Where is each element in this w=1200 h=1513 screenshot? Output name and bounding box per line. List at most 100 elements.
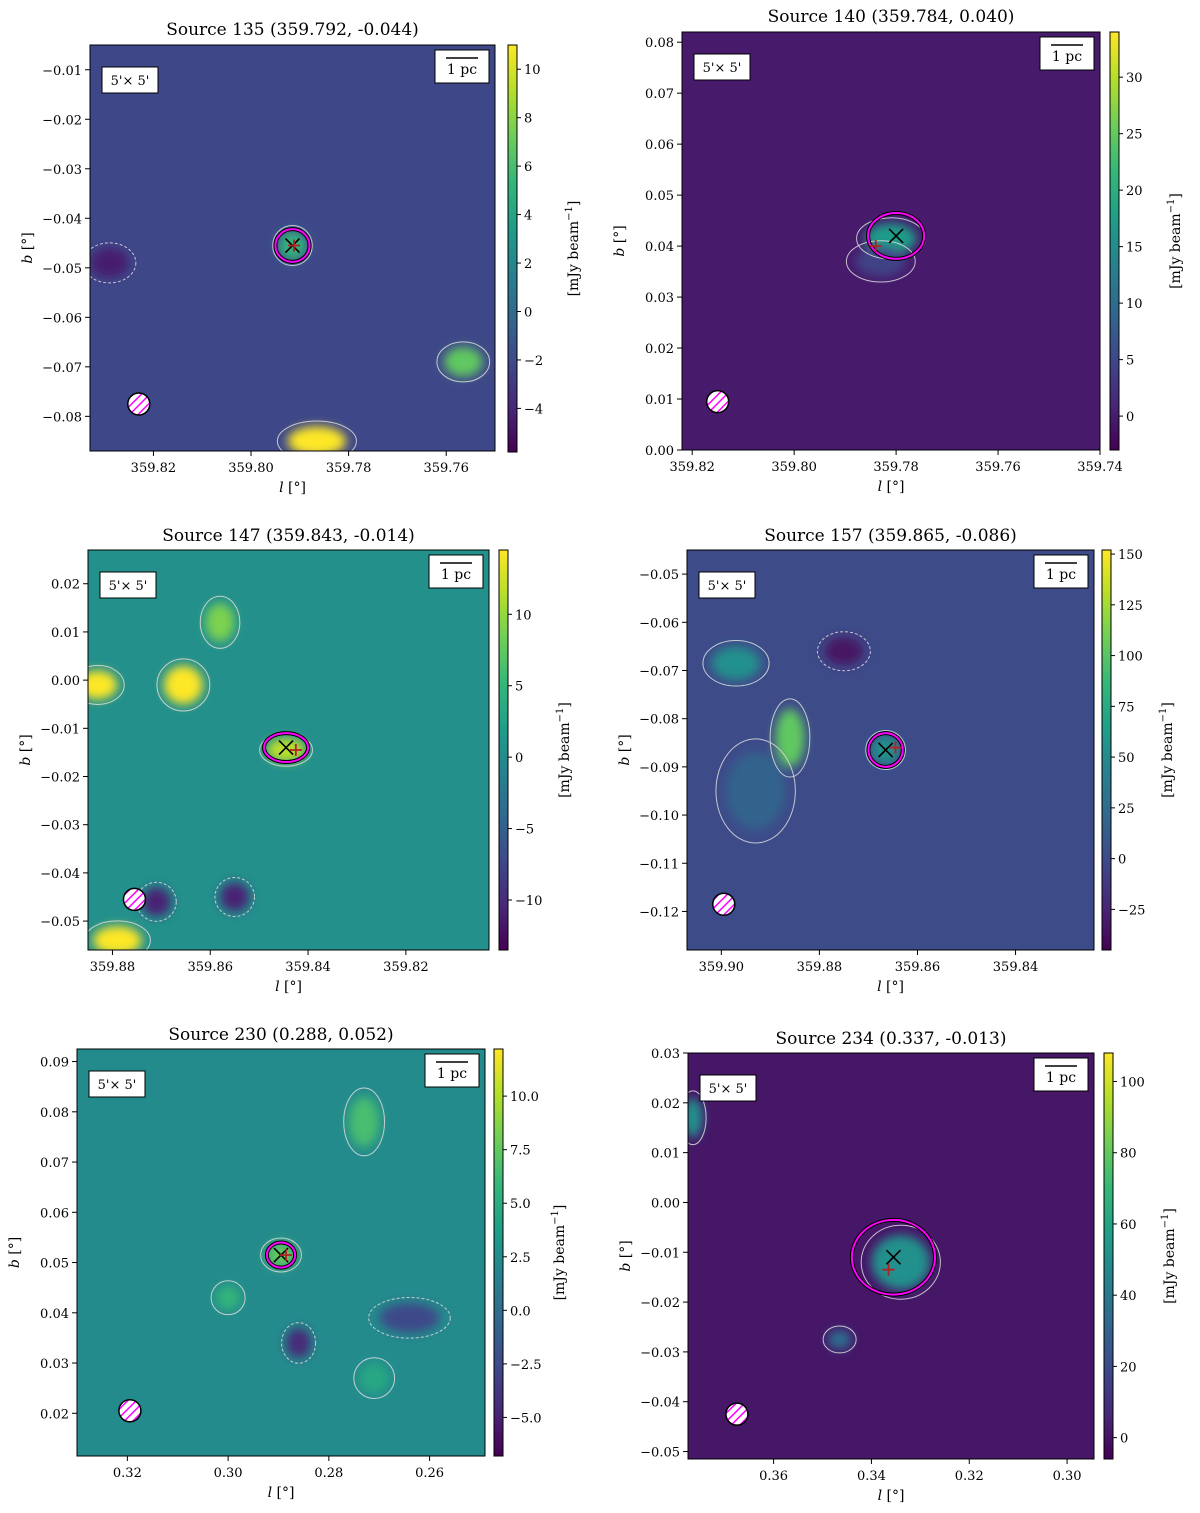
y-axis-var: b [617, 757, 633, 766]
contour-line [436, 341, 491, 383]
scale-box [428, 554, 484, 589]
fov-box [698, 571, 756, 599]
emission-blob [871, 1234, 931, 1290]
y-tick-label: 0.03 [645, 291, 674, 306]
contours [210, 1087, 451, 1399]
y-tick-label: 0.08 [40, 1106, 69, 1121]
y-tick-label: 0.02 [651, 1097, 680, 1112]
colorbar-tick-label: 0.0 [510, 1304, 531, 1319]
fov-box [699, 1074, 757, 1102]
y-axis-var: b [7, 1259, 23, 1268]
axes-frame [687, 1052, 1095, 1460]
y-tick-label: −0.05 [42, 262, 82, 277]
panel-6: Source 234 (0.337, -0.013) 5'× 5' 1 pc 0.36… [618, 1029, 1178, 1504]
contour-line [156, 658, 211, 712]
contour-line [260, 1237, 302, 1273]
axes-frame [681, 31, 1101, 451]
y-tick-label: 0.08 [645, 36, 674, 51]
colorbar: 100 80 60 40 20 0 [mJy beam−1] [1103, 1052, 1178, 1460]
panel-1: Source 135 (359.792, -0.044) 5'× 5' 1 pc 35… [20, 20, 582, 496]
colorbar-tick-label: 0 [1126, 410, 1134, 425]
colorbar-tick-label: −25 [1118, 903, 1145, 918]
x-axis-unit: [°] [280, 979, 302, 995]
colorbar-gradient [493, 1048, 504, 1457]
colorbar-tick-label: 40 [1120, 1289, 1137, 1304]
y-axis-var: b [20, 255, 36, 264]
colorbar-tick-label: 7.5 [510, 1144, 531, 1159]
x-axis-label: l [°] [275, 979, 302, 995]
colorbar-gradient [498, 549, 509, 951]
x-tick-label: 359.90 [699, 960, 745, 975]
colorbar-label-sup: −1 [564, 206, 575, 221]
y-tick-label: 0.01 [51, 626, 80, 641]
emission-blob [349, 1096, 380, 1147]
colorbar-tick-label: −5 [515, 823, 534, 838]
peak-x-marker [878, 742, 894, 758]
emission-blob [443, 347, 483, 377]
y-axis-label: b [°] [18, 734, 34, 765]
colorbar-tick-label: 2.5 [510, 1251, 531, 1266]
x-axis-unit: [°] [882, 479, 904, 495]
axes-frame [76, 1048, 486, 1457]
x-axis-unit: [°] [882, 1488, 904, 1504]
scale-bar: 1 pc [434, 49, 490, 84]
fov-text: 5'× 5' [111, 74, 150, 89]
x-axis-var: l [279, 480, 283, 496]
colorbar-label: [mJy beam−1] [564, 201, 582, 297]
y-tick-label: −0.04 [640, 1396, 680, 1411]
colorbar-tick-label: −5.0 [510, 1411, 542, 1426]
emission-blob [688, 1097, 703, 1138]
axes-frame [87, 549, 490, 951]
colorbar-tick-label: 8 [524, 112, 532, 127]
emission-blob [215, 1285, 241, 1311]
y-tick-label: −0.09 [639, 761, 679, 776]
beam-ellipse [712, 892, 736, 916]
colorbar-label-sup: −1 [1166, 199, 1177, 214]
colorbar-tick-label: 80 [1120, 1147, 1137, 1162]
colorbar: 10 5 0 −5 −10 [mJy beam−1] [498, 549, 573, 951]
y-tick-label: 0.09 [40, 1056, 69, 1071]
panel-4: Source 157 (359.865, -0.086) 5'× 5' 1 pc 35… [617, 526, 1176, 995]
x-axis-var: l [878, 1488, 882, 1504]
fov-text: 5'× 5' [109, 579, 148, 594]
colorbar-label-sup: −1 [1158, 708, 1169, 723]
centroid-plus-marker [882, 1263, 895, 1276]
colorbar-tick-label: 0 [1118, 853, 1126, 868]
scale-text: 1 pc [437, 1066, 467, 1082]
x-axis-label: l [°] [268, 1485, 295, 1501]
y-tick-label: 0.07 [40, 1156, 69, 1171]
y-tick-label: −0.02 [42, 113, 82, 128]
x-tick-label: 359.78 [873, 460, 919, 475]
colorbar-tick-label: 150 [1118, 548, 1143, 563]
heatmap-image [90, 45, 495, 451]
x-tick-label: 359.82 [383, 960, 429, 975]
y-tick-label: 0.01 [651, 1147, 680, 1162]
y-tick-label: −0.04 [40, 867, 80, 882]
y-axis-unit: [°] [20, 232, 36, 254]
panel-3: Source 147 (359.843, -0.014) 5'× 5' 1 pc 35… [18, 526, 573, 995]
colorbar-tick-label: 2 [524, 257, 532, 272]
y-tick-label: −0.03 [42, 163, 82, 178]
source-contour [867, 211, 926, 260]
fov-label: 5'× 5' [101, 66, 159, 94]
x-tick-label: 359.82 [131, 461, 177, 476]
fov-text: 5'× 5' [703, 61, 742, 76]
y-tick-label: −0.01 [40, 722, 80, 737]
x-axis-var: l [275, 979, 279, 995]
axes-frame [686, 549, 1095, 951]
heatmap-image [687, 550, 1094, 950]
colorbar-label-text: [mJy beam [1160, 722, 1176, 798]
colorbar-label-close: ] [1162, 1208, 1178, 1213]
x-axis-unit: [°] [882, 979, 904, 995]
colorbar-tick-label: 100 [1120, 1075, 1145, 1090]
scale-text: 1 pc [447, 62, 477, 78]
contour-line [715, 738, 796, 844]
x-axis-label: l [°] [878, 479, 905, 495]
colorbar-label: [mJy beam−1] [1160, 1208, 1178, 1304]
y-tick-label: −0.02 [640, 1296, 680, 1311]
centroid-plus-marker [280, 1249, 293, 1262]
panel-title: Source 234 (0.337, -0.013) [776, 1029, 1007, 1049]
x-tick-label: 0.26 [415, 1466, 444, 1481]
